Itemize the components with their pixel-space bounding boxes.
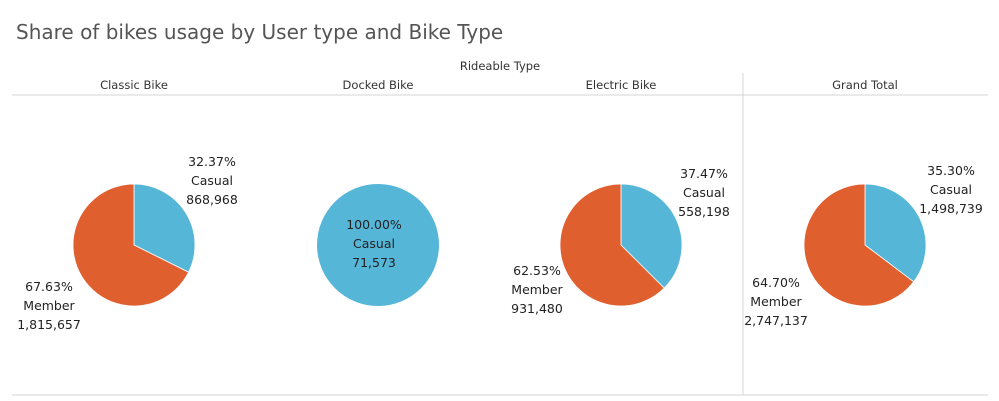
data-label-electric-bike-casual: 37.47% Casual 558,198 [678,166,730,219]
data-label-line: 35.30% [927,163,975,178]
rideable-type-header: Rideable Type [460,59,540,73]
panel-header-grand-total: Grand Total [832,78,898,92]
data-label-line: 100.00% [346,217,402,232]
data-label-line: 1,498,739 [919,201,983,216]
pie-slice-grand-total-casual [864,183,927,283]
data-label-line: 67.63% [25,279,73,294]
data-label-line: 71,573 [352,255,396,270]
data-label-line: 64.70% [752,275,800,290]
pie-slice-electric-bike-member [559,183,665,307]
data-label-line: Casual [191,173,233,188]
data-label-line: 1,815,657 [17,317,81,332]
data-label-classic-bike-casual: 32.37% Casual 868,968 [186,154,238,207]
data-label-line: Member [23,298,75,313]
data-label-electric-bike-member: 62.53% Member 931,480 [511,263,563,316]
data-label-line: Casual [353,236,395,251]
pie-slice-classic-bike-member [72,183,190,307]
data-label-line: 868,968 [186,192,238,207]
data-label-docked-bike-casual: 100.00% Casual 71,573 [346,217,402,270]
data-label-classic-bike-member: 67.63% Member 1,815,657 [17,279,81,332]
pie-slice-electric-bike-casual [620,183,683,289]
data-label-line: Casual [683,185,725,200]
data-label-line: 62.53% [513,263,561,278]
data-label-line: 32.37% [188,154,236,169]
data-label-line: 558,198 [678,204,730,219]
chart-title: Share of bikes usage by User type and Bi… [16,20,504,44]
pie-slice-grand-total-member [803,183,915,307]
data-label-line: 37.47% [680,166,728,181]
data-label-grand-total-casual: 35.30% Casual 1,498,739 [919,163,983,216]
data-label-line: Member [750,294,802,309]
pie-slice-docked-bike-casual [317,184,439,306]
pie-slice-classic-bike-casual [133,183,196,273]
data-label-line: Casual [930,182,972,197]
panel-header-classic-bike: Classic Bike [100,78,168,92]
panel-header-electric-bike: Electric Bike [586,78,657,92]
data-label-line: 931,480 [511,301,563,316]
data-label-line: Member [511,282,563,297]
panel-header-docked-bike: Docked Bike [343,78,414,92]
data-label-grand-total-member: 64.70% Member 2,747,137 [744,275,808,328]
data-label-line: 2,747,137 [744,313,808,328]
